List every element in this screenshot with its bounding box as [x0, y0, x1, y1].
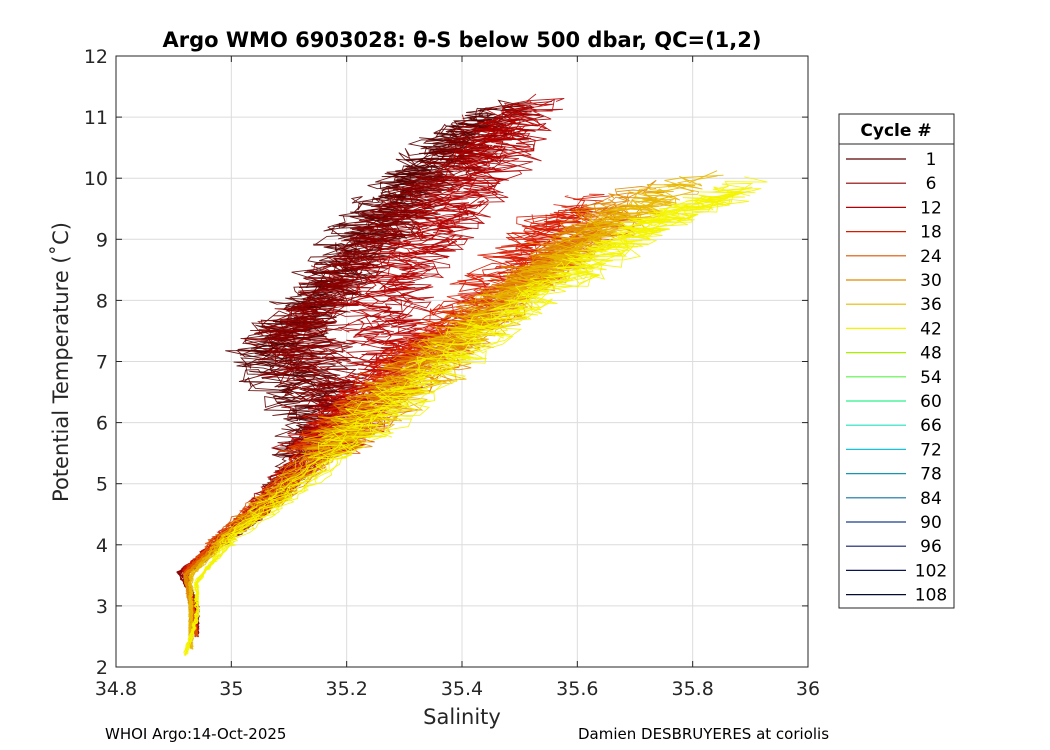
y-axis-ticks: 2 3 4 5 6 7 8 9 10 11 12 — [84, 46, 808, 679]
y-tick-label: 5 — [96, 474, 108, 496]
legend-entries: 1 6 12 18 24 30 36 42 48 54 60 66 72 78 84 90 96 102 108 — [846, 150, 947, 606]
x-tick-label: 35.8 — [672, 678, 714, 700]
legend-label: 90 — [920, 513, 942, 533]
footer-source: WHOI Argo:14-Oct-2025 — [105, 725, 287, 743]
legend-label: 6 — [926, 174, 937, 194]
y-tick-label: 12 — [84, 46, 108, 68]
profile-line — [184, 185, 751, 655]
y-tick-label: 2 — [96, 657, 108, 679]
legend-label: 78 — [920, 465, 942, 485]
x-axis-label: Salinity — [423, 705, 501, 729]
x-tick-label: 35.4 — [441, 678, 483, 700]
y-tick-label: 11 — [84, 107, 108, 129]
profile-line — [185, 176, 768, 655]
legend-label: 84 — [920, 489, 942, 509]
legend-label: 48 — [920, 344, 942, 364]
legend-label: 1 — [926, 150, 937, 170]
legend-title: Cycle # — [860, 121, 931, 141]
footer-author: Damien DESBRUYERES at coriolis — [578, 725, 830, 743]
legend-label: 30 — [920, 271, 942, 291]
legend-label: 36 — [920, 295, 942, 315]
y-tick-label: 3 — [96, 596, 108, 618]
legend-label: 24 — [920, 247, 942, 267]
legend-label: 96 — [920, 537, 942, 557]
y-axis-label: Potential Temperature (˚C) — [49, 222, 73, 502]
y-tick-label: 7 — [96, 352, 108, 374]
profile-line — [187, 170, 718, 650]
x-tick-label: 35 — [219, 678, 243, 700]
legend-label: 60 — [920, 392, 942, 412]
legend-label: 66 — [920, 416, 942, 436]
chart-title: Argo WMO 6903028: θ-S below 500 dbar, QC… — [163, 28, 762, 52]
x-axis-ticks: 34.8 35 35.2 35.4 35.6 35.8 36 — [95, 56, 820, 700]
legend-label: 12 — [920, 198, 942, 218]
y-tick-label: 8 — [96, 290, 108, 312]
x-tick-label: 35.2 — [326, 678, 368, 700]
y-tick-label: 6 — [96, 413, 108, 435]
legend-label: 108 — [915, 586, 947, 606]
legend-label: 54 — [920, 368, 942, 388]
x-tick-label: 34.8 — [95, 678, 137, 700]
y-tick-label: 4 — [96, 535, 108, 557]
legend-label: 42 — [920, 319, 942, 339]
legend-label: 18 — [920, 223, 942, 243]
profile-lines — [176, 93, 768, 657]
x-tick-label: 36 — [796, 678, 820, 700]
profile-line — [183, 198, 750, 655]
x-tick-label: 35.6 — [556, 678, 598, 700]
legend: Cycle # 1 6 12 18 24 30 36 42 48 54 60 66 72 78 84 90 96… — [838, 113, 955, 609]
y-tick-label: 10 — [84, 168, 108, 190]
y-tick-label: 9 — [96, 229, 108, 251]
legend-box — [838, 113, 955, 609]
legend-label: 102 — [915, 561, 947, 581]
legend-label: 72 — [920, 440, 942, 460]
